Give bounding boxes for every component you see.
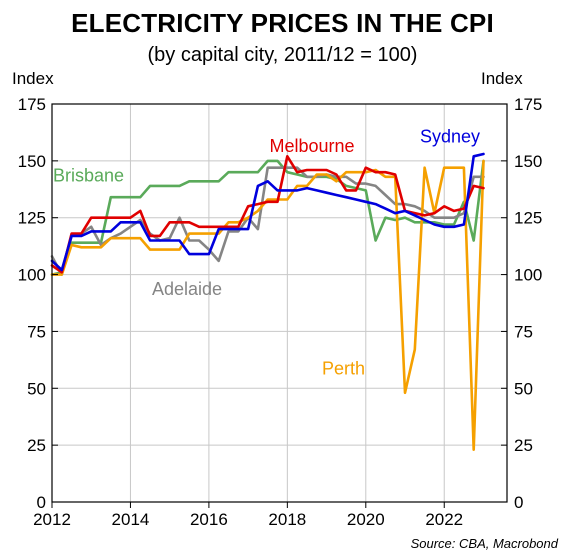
y-tick-label-right: 75 (514, 322, 533, 341)
y-tick-label-left: 50 (27, 379, 46, 398)
y-tick-label-left: 0 (37, 493, 46, 512)
series-label-perth: Perth (322, 359, 365, 379)
series-line-brisbane (50, 159, 485, 276)
chart-subtitle: (by capital city, 2011/12 = 100) (147, 44, 418, 66)
y-tick-label-right: 125 (514, 209, 542, 228)
y-tick-label-right: 100 (514, 266, 542, 285)
x-tick-label: 2012 (33, 510, 71, 529)
y-tick-label-right: 50 (514, 379, 533, 398)
x-tick-label: 2018 (268, 510, 306, 529)
series-line-perth (50, 159, 485, 452)
y-tick-label-right: 175 (514, 95, 542, 114)
x-tick-label: 2022 (425, 510, 463, 529)
y-axis-unit-left: Index (12, 69, 54, 88)
y-axis-unit-right: Index (481, 69, 523, 88)
y-tick-label-right: 25 (514, 436, 533, 455)
y-tick-label-left: 100 (18, 266, 46, 285)
series-label-melbourne: Melbourne (269, 136, 354, 156)
series-line-sydney (50, 152, 485, 272)
y-tick-label-left: 125 (18, 209, 46, 228)
y-tick-label-right: 0 (514, 493, 523, 512)
y-tick-label-left: 175 (18, 95, 46, 114)
series-label-brisbane: Brisbane (53, 165, 124, 185)
series-line-melbourne (50, 155, 485, 274)
source-note: Source: CBA, Macrobond (411, 536, 559, 551)
y-tick-label-left: 75 (27, 322, 46, 341)
axes: 0 0 25 25 50 50 75 75 100 100 125 125 150 150 175 175 20… (18, 95, 543, 529)
series-label-sydney: Sydney (420, 127, 480, 147)
series-labels: Sydney Melbourne Brisbane Perth Adelaide (53, 127, 480, 379)
plot-frame (51, 103, 508, 503)
y-tick-label-left: 150 (18, 152, 46, 171)
y-tick-label-left: 25 (27, 436, 46, 455)
series-label-adelaide: Adelaide (152, 279, 222, 299)
series-lines (50, 152, 485, 452)
y-tick-label-right: 150 (514, 152, 542, 171)
x-tick-label: 2014 (112, 510, 150, 529)
series-line-adelaide (50, 166, 485, 276)
chart-title: ELECTRICITY PRICES IN THE CPI (71, 8, 494, 38)
x-tick-label: 2020 (347, 510, 385, 529)
x-tick-label: 2016 (190, 510, 228, 529)
